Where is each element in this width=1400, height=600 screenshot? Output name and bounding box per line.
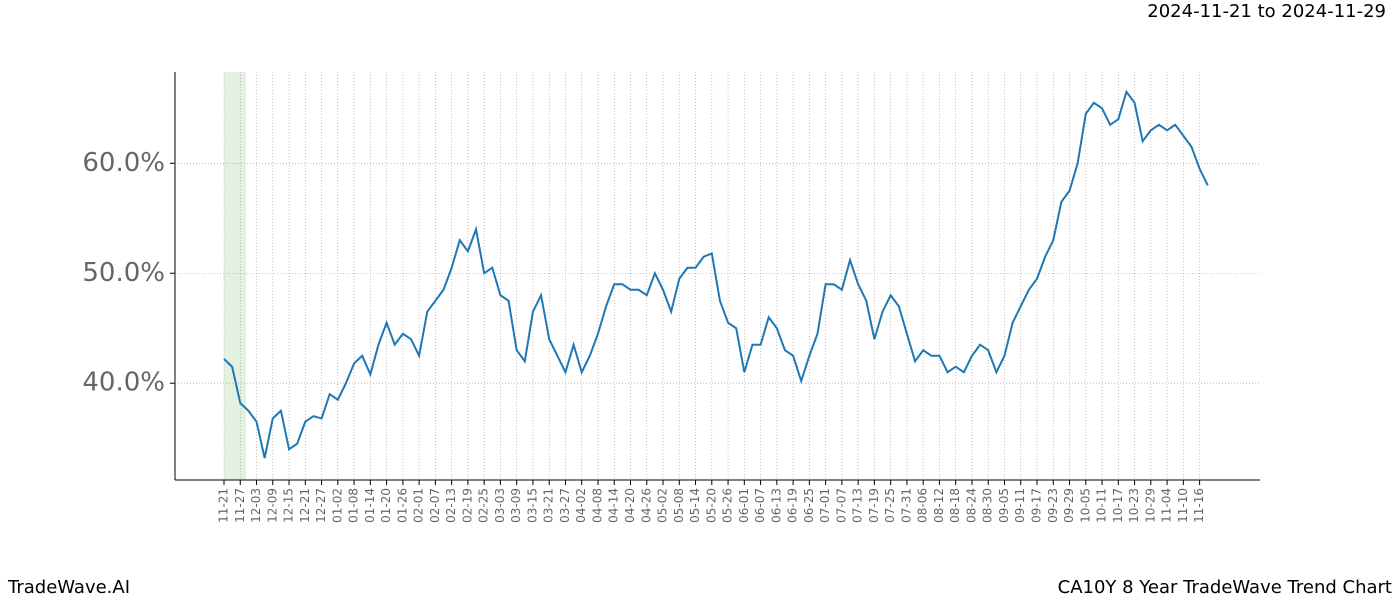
x-tick-label: 06-13 bbox=[769, 488, 783, 523]
x-tick-label: 08-12 bbox=[932, 488, 946, 523]
x-tick-label: 09-11 bbox=[1013, 488, 1027, 523]
x-tick-label: 09-29 bbox=[1062, 488, 1076, 523]
x-tick-label: 08-06 bbox=[916, 488, 930, 523]
x-tick-label: 12-09 bbox=[265, 488, 279, 523]
x-tick-label: 11-16 bbox=[1192, 488, 1206, 523]
y-tick-label: 50.0% bbox=[82, 258, 165, 288]
x-tick-label: 04-20 bbox=[623, 488, 637, 523]
x-tick-label: 02-19 bbox=[460, 488, 474, 523]
x-tick-label: 02-25 bbox=[477, 488, 491, 523]
x-tick-label: 07-31 bbox=[899, 488, 913, 523]
x-tick-label: 05-26 bbox=[721, 488, 735, 523]
x-tick-label: 03-15 bbox=[525, 488, 539, 523]
x-tick-label: 01-14 bbox=[363, 488, 377, 523]
x-tick-label: 12-27 bbox=[314, 488, 328, 523]
footer-left: TradeWave.AI bbox=[7, 577, 130, 598]
data-line bbox=[223, 89, 1209, 459]
x-tick-label: 11-10 bbox=[1176, 488, 1190, 523]
x-tick-label: 07-07 bbox=[834, 488, 848, 523]
x-tick-label: 06-19 bbox=[786, 488, 800, 523]
x-tick-label: 08-18 bbox=[948, 488, 962, 523]
x-tick-label: 11-27 bbox=[233, 488, 247, 523]
x-tick-label: 02-13 bbox=[444, 488, 458, 523]
x-tick-label: 09-05 bbox=[997, 488, 1011, 523]
x-tick-label: 01-08 bbox=[347, 488, 361, 523]
x-tick-label: 04-14 bbox=[607, 488, 621, 523]
x-tick-label: 10-29 bbox=[1143, 488, 1157, 523]
x-tick-label: 10-17 bbox=[1111, 488, 1125, 523]
x-tick-label: 12-03 bbox=[249, 488, 263, 523]
x-tick-label: 07-13 bbox=[851, 488, 865, 523]
x-tick-label: 06-25 bbox=[802, 488, 816, 523]
x-tick-label: 07-01 bbox=[818, 488, 832, 523]
x-tick-label: 09-23 bbox=[1046, 488, 1060, 523]
x-tick-label: 04-26 bbox=[639, 488, 653, 523]
x-tick-label: 12-15 bbox=[282, 488, 296, 523]
x-tick-label: 11-04 bbox=[1160, 488, 1174, 523]
x-tick-label: 07-25 bbox=[883, 488, 897, 523]
x-tick-label: 05-08 bbox=[672, 488, 686, 523]
chart-title: 2024-11-21 to 2024-11-29 bbox=[1147, 1, 1386, 22]
x-tick-label: 10-05 bbox=[1078, 488, 1092, 523]
y-tick-label: 60.0% bbox=[82, 148, 165, 178]
x-tick-label: 05-02 bbox=[656, 488, 670, 523]
x-tick-label: 02-01 bbox=[412, 488, 426, 523]
highlight-span bbox=[224, 72, 246, 480]
x-tick-label: 08-24 bbox=[964, 488, 978, 523]
x-tick-label: 02-07 bbox=[428, 488, 442, 523]
x-tick-label: 08-30 bbox=[981, 488, 995, 523]
x-tick-label: 05-14 bbox=[688, 488, 702, 523]
x-tick-label: 03-27 bbox=[558, 488, 572, 523]
x-tick-label: 07-19 bbox=[867, 488, 881, 523]
x-tick-label: 03-21 bbox=[542, 488, 556, 523]
x-tick-label: 01-20 bbox=[379, 488, 393, 523]
x-tick-label: 09-17 bbox=[1030, 488, 1044, 523]
x-tick-label: 10-23 bbox=[1127, 488, 1141, 523]
x-tick-label: 03-03 bbox=[493, 488, 507, 523]
x-tick-label: 04-08 bbox=[590, 488, 604, 523]
x-tick-label: 10-11 bbox=[1095, 488, 1109, 523]
x-tick-label: 01-26 bbox=[395, 488, 409, 523]
x-tick-label: 01-02 bbox=[330, 488, 344, 523]
x-tick-label: 11-21 bbox=[217, 488, 231, 523]
x-tick-label: 04-02 bbox=[574, 488, 588, 523]
x-tick-label: 06-01 bbox=[737, 488, 751, 523]
y-tick-label: 40.0% bbox=[82, 368, 165, 398]
x-tick-label: 12-21 bbox=[298, 488, 312, 523]
x-tick-label: 03-09 bbox=[509, 488, 523, 523]
x-tick-label: 06-07 bbox=[753, 488, 767, 523]
x-tick-label: 05-20 bbox=[704, 488, 718, 523]
footer-right: CA10Y 8 Year TradeWave Trend Chart bbox=[1058, 577, 1392, 598]
